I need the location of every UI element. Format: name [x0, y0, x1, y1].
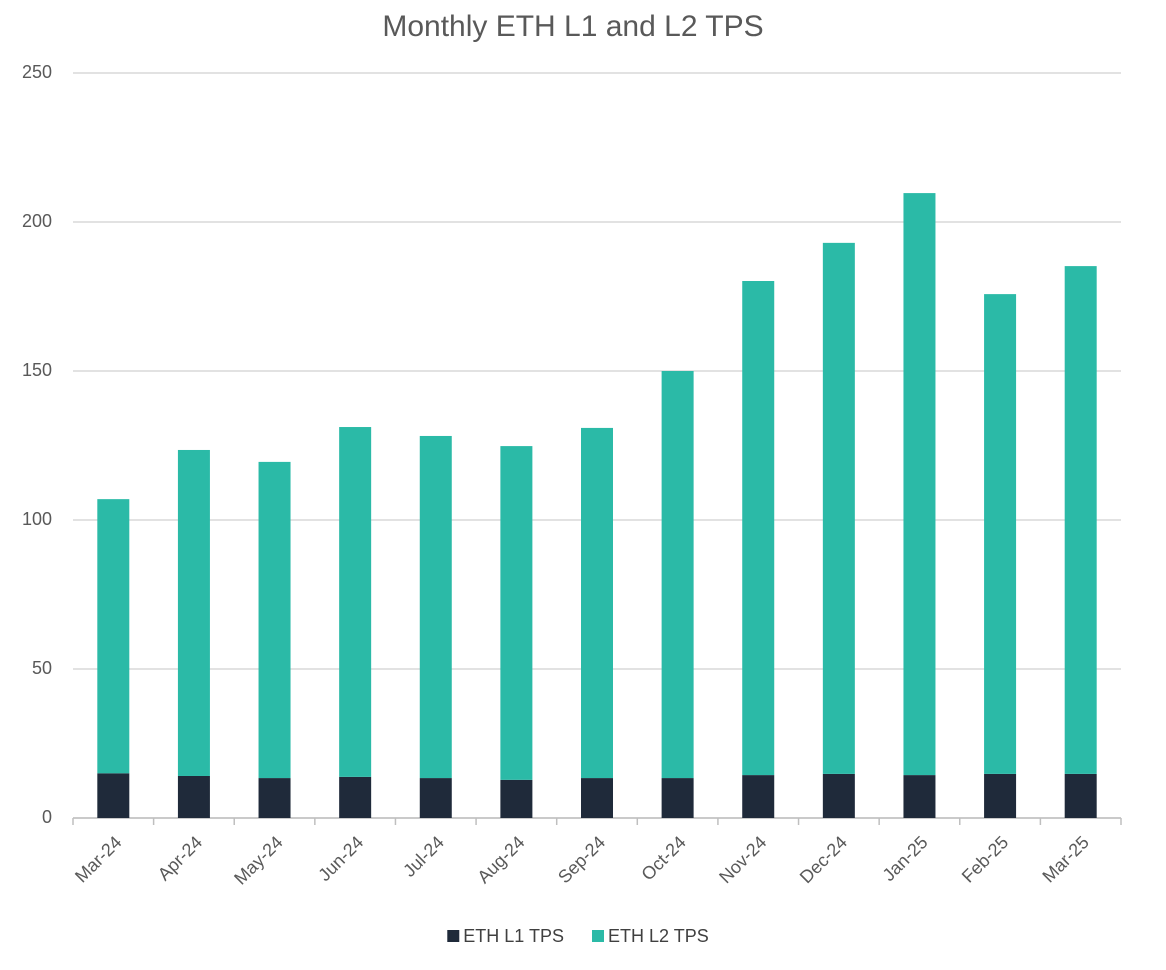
chart-title: Monthly ETH L1 and L2 TPS [382, 10, 763, 43]
bar-segment [339, 427, 372, 777]
bar-segment [97, 499, 130, 774]
x-tick-label: Aug-24 [473, 832, 528, 887]
y-tick-label: 0 [42, 807, 52, 827]
x-tick-label: Jan-25 [879, 832, 932, 885]
x-tick-label: Jul-24 [399, 832, 448, 881]
legend-swatch [592, 930, 604, 942]
x-tick-label: Mar-25 [1038, 832, 1092, 886]
bar-segment [177, 775, 210, 818]
x-tick-label: Oct-24 [637, 832, 689, 884]
bar-segment [97, 773, 130, 818]
bar-segment [581, 778, 613, 818]
x-tick-label: Feb-25 [958, 832, 1012, 886]
y-tick-label: 150 [22, 360, 52, 380]
bar-segment [258, 461, 291, 779]
legend-label: ETH L1 TPS [463, 926, 564, 946]
x-tick-label: Dec-24 [796, 832, 851, 887]
bar-segment [500, 779, 533, 818]
bar-segment [822, 773, 855, 818]
bar-segment [258, 778, 291, 818]
bar-segment [1064, 773, 1097, 818]
bar-segment [661, 371, 694, 779]
bar-segment [903, 775, 936, 818]
bar-segment [742, 775, 775, 818]
bar-segment [742, 281, 775, 776]
bar-segment [500, 446, 533, 780]
bar-segment [984, 773, 1017, 818]
bar-segment [581, 427, 613, 779]
x-tick-label: Jun-24 [314, 832, 367, 885]
x-tick-label: Sep-24 [554, 832, 609, 887]
legend-swatch [447, 930, 460, 942]
y-tick-label: 250 [22, 62, 52, 82]
bar-segment [419, 435, 452, 779]
bar-segment [984, 294, 1017, 774]
bar-segment [1064, 266, 1097, 774]
y-tick-label: 200 [22, 211, 52, 231]
bar-segment [822, 242, 855, 774]
legend-label: ETH L2 TPS [608, 926, 709, 946]
x-tick-label: Apr-24 [154, 832, 206, 884]
bar-segment [903, 193, 936, 776]
y-tick-label: 100 [22, 509, 52, 529]
x-tick-label: May-24 [230, 832, 287, 889]
x-tick-label: Nov-24 [715, 832, 770, 887]
bar-segment [661, 778, 694, 818]
bar-segment [177, 449, 210, 776]
bar-segment [419, 778, 452, 818]
x-tick-label: Mar-24 [71, 832, 125, 886]
bar-segment [339, 776, 372, 818]
y-tick-label: 50 [32, 658, 52, 678]
